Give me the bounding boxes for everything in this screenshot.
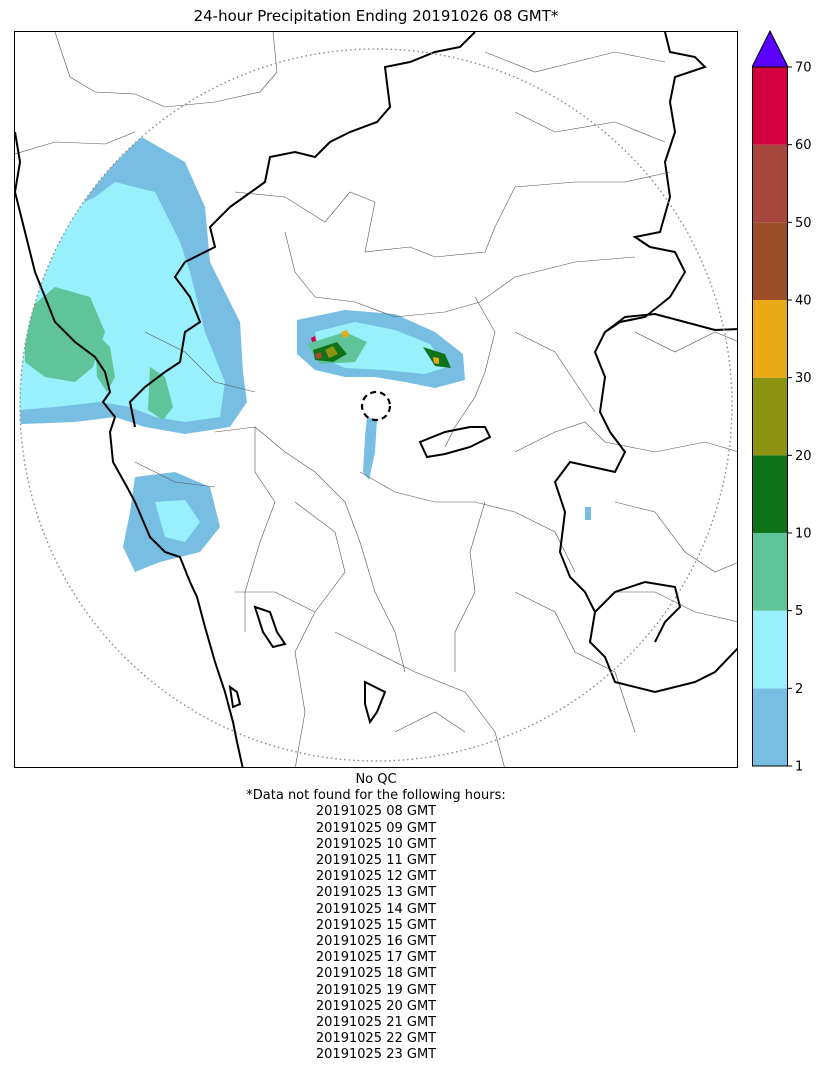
precip-band-40to50-cluster: [315, 352, 322, 359]
missing-hour-item: 20191025 14 GMT: [315, 901, 437, 917]
colorbar-band: [752, 610, 788, 689]
missing-hour-item: 20191025 22 GMT: [315, 1031, 437, 1047]
colorbar-tick-label: 60: [795, 138, 812, 153]
missing-hour-item: 20191025 13 GMT: [315, 885, 437, 901]
radar-range-ring: [19, 48, 733, 762]
missing-hour-item: 20191025 16 GMT: [315, 934, 437, 950]
colorbar-outline: [752, 66, 788, 767]
colorbar-tick-label: 20: [795, 449, 812, 464]
qc-label: No QC: [355, 772, 397, 787]
colorbar-extend-max: [752, 30, 789, 68]
southeast-border: [594, 580, 682, 643]
map-canvas: [15, 32, 737, 767]
colorbar-band: [752, 67, 788, 145]
missing-data-header: *Data not found for the following hours:: [246, 788, 506, 804]
colorbar-tick-label: 1: [795, 760, 803, 775]
precip-band-1to2-east-spot: [585, 507, 591, 520]
precip-band-30to40-cluster: [341, 330, 349, 338]
state-borders: [15, 32, 737, 767]
colorbar-ticks: 1 2 5 10 20 30 40 50 60 70: [788, 61, 812, 775]
precip-band-5to10-coast: [95, 332, 115, 392]
colorbar-band: [752, 222, 788, 300]
missing-hours-list: 20191025 08 GMT 20191025 09 GMT 20191025 1…: [14, 804, 738, 1063]
precip-band-1to2-trail: [363, 417, 377, 480]
precip-band-20to30-cluster: [325, 346, 338, 358]
missing-hour-item: 20191025 08 GMT: [315, 804, 437, 820]
colorbar-band: [752, 377, 788, 456]
colorbar-band: [752, 144, 788, 223]
map-title: 24-hour Precipitation Ending 20191026 08…: [193, 7, 559, 25]
missing-hour-item: 20191025 17 GMT: [315, 950, 437, 966]
inner-border-d: [228, 684, 242, 709]
missing-hour-item: 20191025 20 GMT: [315, 998, 437, 1014]
missing-hour-item: 20191025 10 GMT: [315, 836, 437, 852]
data-notes: No QC *Data not found for the following …: [14, 772, 738, 1064]
colorbar-tick-label: 2: [795, 682, 803, 697]
precipitation-field: [20, 132, 591, 572]
precip-band-30to40-cluster-b: [433, 357, 439, 364]
colorbar-band: [752, 455, 788, 533]
western-state-border: [128, 32, 476, 428]
precip-band-10to20-cluster-b: [423, 347, 451, 368]
precipitation-colorbar: 1 2 5 10 20 30 40 50 60 70: [752, 30, 812, 775]
radar-site-marker: [360, 390, 392, 422]
inner-border-b: [253, 605, 287, 649]
missing-hour-item: 20191025 18 GMT: [315, 966, 437, 982]
eastern-border-notch: [604, 312, 737, 333]
colorbar-tick-label: 5: [795, 604, 803, 619]
missing-hour-item: 20191025 23 GMT: [315, 1047, 437, 1063]
missing-hour-item: 20191025 19 GMT: [315, 982, 437, 998]
colorbar-tick-label: 70: [795, 61, 812, 76]
precip-band-50to70-cluster: [311, 336, 316, 342]
colorbar-bands: [752, 30, 789, 767]
missing-hour-item: 20191025 11 GMT: [315, 853, 437, 869]
colorbar-band: [752, 300, 788, 378]
precip-band-5to10-west: [25, 287, 105, 382]
missing-hour-item: 20191025 21 GMT: [315, 1015, 437, 1031]
colorbar-tick-label: 50: [795, 216, 812, 231]
colorbar-tick-label: 30: [795, 371, 812, 386]
inner-border-a: [418, 426, 492, 459]
precipitation-map[interactable]: [14, 31, 738, 768]
missing-hour-item: 20191025 15 GMT: [315, 917, 437, 933]
inner-border-c: [364, 680, 387, 725]
colorbar-tick-label: 40: [795, 294, 812, 309]
precip-band-2to5-south: [155, 500, 200, 542]
colorbar-band: [752, 533, 788, 611]
colorbar-tick-label: 10: [795, 527, 812, 542]
missing-hour-item: 20191025 09 GMT: [315, 820, 437, 836]
northern-state-border: [553, 32, 737, 694]
district-boundaries: [15, 32, 737, 767]
coastline-border: [15, 131, 244, 767]
missing-hour-item: 20191025 12 GMT: [315, 869, 437, 885]
colorbar-band: [752, 688, 788, 766]
